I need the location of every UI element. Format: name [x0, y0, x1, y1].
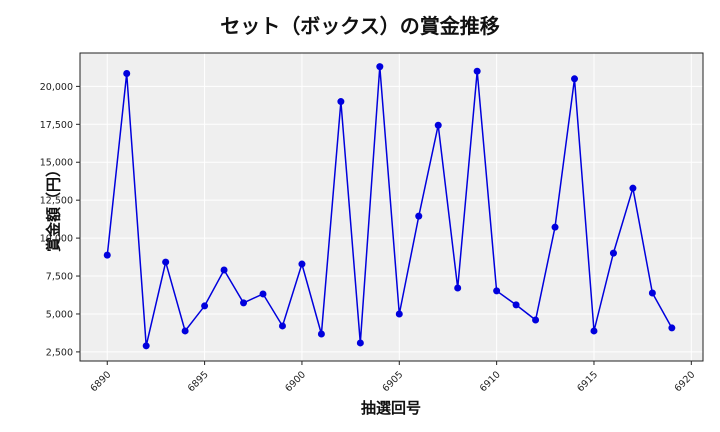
- chart-title: セット（ボックス）の賞金推移: [220, 14, 500, 38]
- data-point: [590, 327, 598, 335]
- data-point: [551, 223, 559, 231]
- data-point: [317, 330, 325, 338]
- x-tick-label: 6890: [88, 369, 113, 394]
- data-point: [473, 67, 481, 75]
- data-points: [103, 63, 676, 350]
- data-point: [493, 287, 501, 295]
- data-point: [240, 299, 248, 307]
- data-point: [356, 339, 364, 347]
- x-tick-label: 6910: [478, 369, 503, 394]
- data-point: [201, 302, 209, 310]
- data-point: [278, 322, 286, 330]
- x-tick-label: 6920: [673, 369, 698, 394]
- data-point: [395, 310, 403, 318]
- data-point: [142, 342, 150, 350]
- y-tick-label: 5,000: [46, 309, 73, 320]
- data-point: [337, 98, 345, 106]
- y-tick-label: 2,500: [46, 347, 73, 358]
- x-tick-label: 6905: [381, 369, 406, 394]
- y-tick-label: 10,000: [40, 234, 73, 245]
- data-point: [454, 284, 462, 292]
- x-tick-label: 6900: [283, 369, 308, 394]
- x-axis-label: 抽選回号: [360, 399, 422, 417]
- y-tick-label: 12,500: [40, 196, 73, 207]
- data-point: [609, 249, 617, 257]
- data-point: [123, 69, 131, 77]
- y-tick-label: 17,500: [40, 120, 73, 131]
- data-point: [376, 63, 384, 71]
- y-tick-label: 7,500: [46, 272, 73, 283]
- data-point: [259, 290, 267, 298]
- data-point: [434, 121, 442, 129]
- data-point: [648, 289, 656, 297]
- data-point: [532, 316, 540, 324]
- y-tick-label: 15,000: [40, 158, 73, 169]
- data-line: [106, 66, 673, 346]
- x-tick-label: 6915: [575, 369, 600, 394]
- x-tick-label: 6895: [186, 369, 211, 394]
- x-axis-ticks: 6890 6895 6900 6905 6910 6915 6920: [88, 361, 697, 394]
- data-point: [571, 75, 579, 83]
- data-point: [629, 184, 637, 192]
- plot-frame: [79, 52, 704, 362]
- grid-lines: [80, 53, 703, 361]
- data-point: [298, 260, 306, 268]
- data-point: [103, 251, 111, 259]
- data-point: [512, 301, 520, 309]
- data-point: [220, 266, 228, 274]
- data-point: [668, 324, 676, 332]
- data-point: [181, 327, 189, 335]
- y-axis-ticks: 2,500 5,000 7,500 10,000 12,500 15,000 17,500 2…: [40, 82, 80, 358]
- data-point: [415, 212, 423, 220]
- data-point: [162, 258, 170, 266]
- y-tick-label: 20,000: [40, 82, 73, 93]
